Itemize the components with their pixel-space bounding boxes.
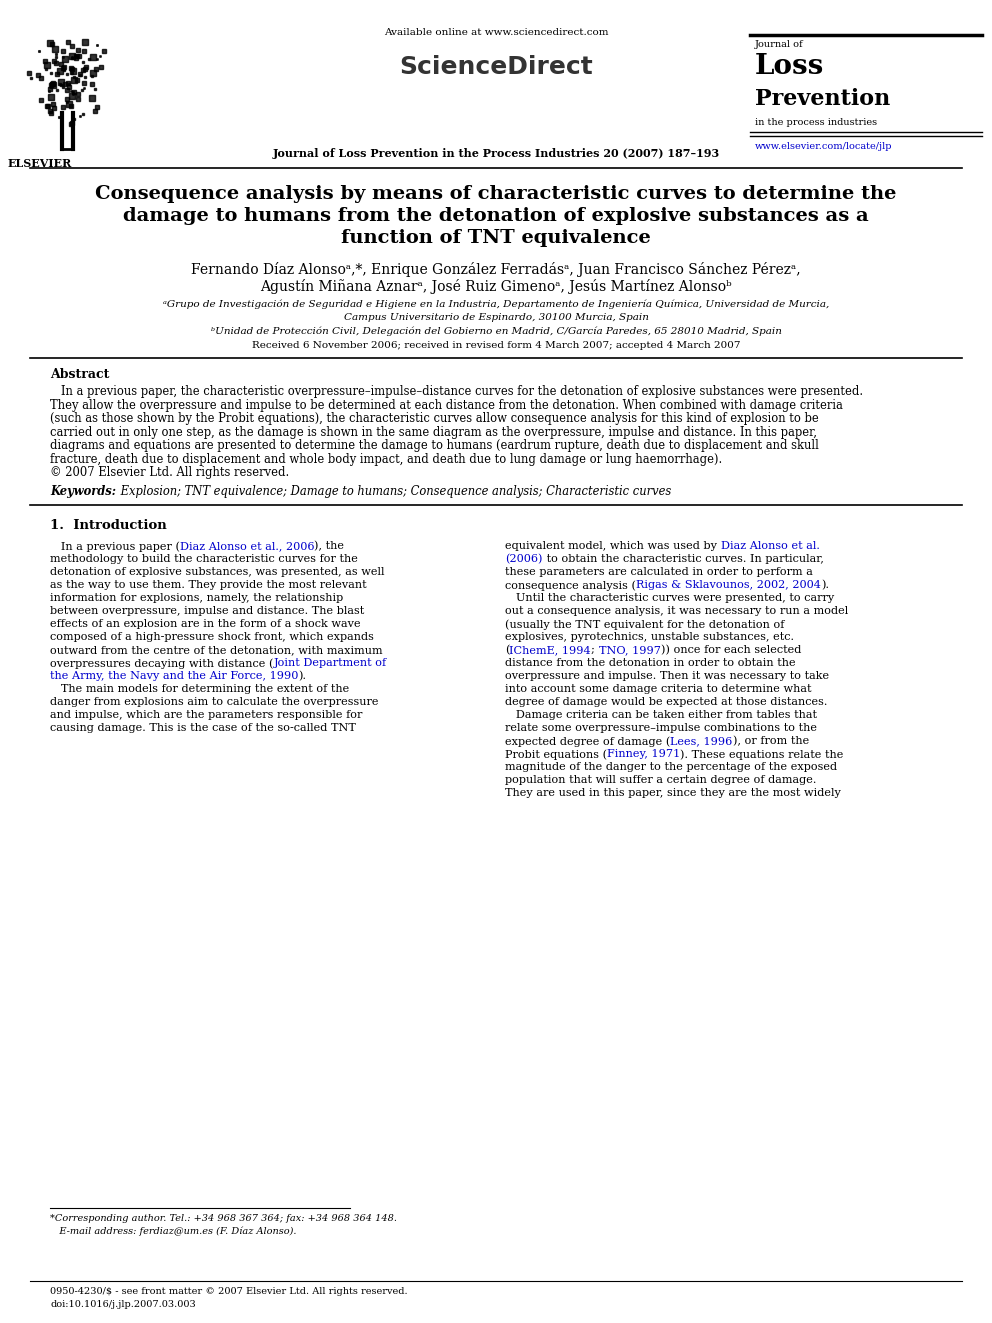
Text: IChemE, 1994: IChemE, 1994 [510, 646, 591, 655]
Text: (such as those shown by the Probit equations), the characteristic curves allow c: (such as those shown by the Probit equat… [50, 411, 818, 425]
Text: ), the: ), the [314, 541, 344, 552]
Text: Diaz Alonso et al.: Diaz Alonso et al. [720, 541, 819, 552]
Text: Damage criteria can be taken either from tables that: Damage criteria can be taken either from… [505, 710, 817, 720]
Text: In a previous paper (: In a previous paper ( [50, 541, 180, 552]
Text: as the way to use them. They provide the most relevant: as the way to use them. They provide the… [50, 581, 367, 590]
Text: (: ( [505, 646, 510, 655]
Text: E-mail address: ferdiaz@um.es (F. Díaz Alonso).: E-mail address: ferdiaz@um.es (F. Díaz A… [50, 1226, 297, 1236]
Text: overpressures decaying with distance (: overpressures decaying with distance ( [50, 658, 274, 668]
Text: damage to humans from the detonation of explosive substances as a: damage to humans from the detonation of … [123, 206, 869, 225]
Text: They allow the overpressure and impulse to be determined at each distance from t: They allow the overpressure and impulse … [50, 398, 843, 411]
Text: these parameters are calculated in order to perform a: these parameters are calculated in order… [505, 568, 812, 577]
Text: ᵃGrupo de Investigación de Seguridad e Higiene en la Industria, Departamento de : ᵃGrupo de Investigación de Seguridad e H… [163, 300, 829, 310]
Text: Fernando Díaz Alonsoᵃ,*, Enrique González Ferradásᵃ, Juan Francisco Sánchez Pére: Fernando Díaz Alonsoᵃ,*, Enrique Gonzále… [191, 262, 801, 277]
Text: explosives, pyrotechnics, unstable substances, etc.: explosives, pyrotechnics, unstable subst… [505, 632, 794, 642]
Text: out a consequence analysis, it was necessary to run a model: out a consequence analysis, it was neces… [505, 606, 848, 617]
Text: composed of a high-pressure shock front, which expands: composed of a high-pressure shock front,… [50, 632, 374, 642]
Text: 1.  Introduction: 1. Introduction [50, 519, 167, 532]
Text: effects of an explosion are in the form of a shock wave: effects of an explosion are in the form … [50, 619, 361, 630]
Text: ;: ; [591, 646, 598, 655]
Text: information for explosions, namely, the relationship: information for explosions, namely, the … [50, 593, 343, 603]
Text: TNO, 1997: TNO, 1997 [598, 646, 661, 655]
Text: They are used in this paper, since they are the most widely: They are used in this paper, since they … [505, 789, 841, 798]
Text: the Army, the Navy and the Air Force, 1990: the Army, the Navy and the Air Force, 19… [50, 671, 299, 681]
Text: Explosion; TNT equivalence; Damage to humans; Consequence analysis; Characterist: Explosion; TNT equivalence; Damage to hu… [117, 486, 672, 497]
Text: Loss: Loss [755, 53, 824, 79]
Text: Consequence analysis by means of characteristic curves to determine the: Consequence analysis by means of charact… [95, 185, 897, 202]
Text: Keywords:: Keywords: [50, 486, 116, 497]
Text: © 2007 Elsevier Ltd. All rights reserved.: © 2007 Elsevier Ltd. All rights reserved… [50, 466, 290, 479]
Text: (usually the TNT equivalent for the detonation of: (usually the TNT equivalent for the deto… [505, 619, 785, 630]
Text: ᵇUnidad de Protección Civil, Delegación del Gobierno en Madrid, C/García Paredes: ᵇUnidad de Protección Civil, Delegación … [210, 325, 782, 336]
Text: ), or from the: ), or from the [733, 736, 808, 746]
Text: fracture, death due to displacement and whole body impact, and death due to lung: fracture, death due to displacement and … [50, 452, 722, 466]
Text: Finney, 1971: Finney, 1971 [607, 749, 681, 759]
Text: distance from the detonation in order to obtain the: distance from the detonation in order to… [505, 658, 796, 668]
Text: detonation of explosive substances, was presented, as well: detonation of explosive substances, was … [50, 568, 385, 577]
Text: Available online at www.sciencedirect.com: Available online at www.sciencedirect.co… [384, 28, 608, 37]
Text: ELSEVIER: ELSEVIER [8, 157, 72, 169]
Text: In a previous paper, the characteristic overpressure–impulse–distance curves for: In a previous paper, the characteristic … [50, 385, 863, 398]
Text: Lees, 1996: Lees, 1996 [671, 736, 733, 746]
Text: relate some overpressure–impulse combinations to the: relate some overpressure–impulse combina… [505, 724, 817, 733]
Text: Agustín Miñana Aznarᵃ, José Ruiz Gimenoᵃ, Jesús Martínez Alonsoᵇ: Agustín Miñana Aznarᵃ, José Ruiz Gimenoᵃ… [260, 279, 732, 294]
Text: Joint Department of: Joint Department of [274, 658, 387, 668]
Text: Journal of: Journal of [755, 40, 804, 49]
Text: magnitude of the danger to the percentage of the exposed: magnitude of the danger to the percentag… [505, 762, 837, 773]
Text: (2006): (2006) [505, 554, 543, 565]
Text: ). These equations relate the: ). These equations relate the [681, 749, 844, 759]
Text: ).: ). [299, 671, 307, 681]
Text: Rigas & Sklavounos, 2002, 2004: Rigas & Sklavounos, 2002, 2004 [636, 581, 820, 590]
Text: 0950-4230/$ - see front matter © 2007 Elsevier Ltd. All rights reserved.: 0950-4230/$ - see front matter © 2007 El… [50, 1287, 408, 1297]
Text: Prevention: Prevention [755, 89, 890, 110]
Text: Diaz Alonso et al., 2006: Diaz Alonso et al., 2006 [180, 541, 314, 552]
Text: degree of damage would be expected at those distances.: degree of damage would be expected at th… [505, 697, 827, 708]
Text: Until the characteristic curves were presented, to carry: Until the characteristic curves were pre… [505, 593, 834, 603]
Text: *Corresponding author. Tel.: +34 968 367 364; fax: +34 968 364 148.: *Corresponding author. Tel.: +34 968 367… [50, 1215, 397, 1222]
Text: causing damage. This is the case of the so-called TNT: causing damage. This is the case of the … [50, 724, 356, 733]
Text: expected degree of damage (: expected degree of damage ( [505, 736, 671, 746]
Text: between overpressure, impulse and distance. The blast: between overpressure, impulse and distan… [50, 606, 364, 617]
Text: ScienceDirect: ScienceDirect [399, 56, 593, 79]
Text: equivalent model, which was used by: equivalent model, which was used by [505, 541, 720, 552]
Text: ).: ). [820, 581, 829, 590]
Text: Campus Universitario de Espinardo, 30100 Murcia, Spain: Campus Universitario de Espinardo, 30100… [343, 314, 649, 321]
Text: Probit equations (: Probit equations ( [505, 749, 607, 759]
Text: outward from the centre of the detonation, with maximum: outward from the centre of the detonatio… [50, 646, 383, 655]
Text: population that will suffer a certain degree of damage.: population that will suffer a certain de… [505, 775, 816, 785]
Text: The main models for determining the extent of the: The main models for determining the exte… [50, 684, 349, 695]
Text: )) once for each selected: )) once for each selected [661, 646, 801, 655]
Text: danger from explosions aim to calculate the overpressure: danger from explosions aim to calculate … [50, 697, 379, 708]
Text: Received 6 November 2006; received in revised form 4 March 2007; accepted 4 Marc: Received 6 November 2006; received in re… [252, 341, 740, 351]
Text: into account some damage criteria to determine what: into account some damage criteria to det… [505, 684, 811, 695]
Text: to obtain the characteristic curves. In particular,: to obtain the characteristic curves. In … [543, 554, 823, 564]
Text: diagrams and equations are presented to determine the damage to humans (eardrum : diagrams and equations are presented to … [50, 439, 818, 452]
Text: in the process industries: in the process industries [755, 118, 877, 127]
Text: carried out in only one step, as the damage is shown in the same diagram as the : carried out in only one step, as the dam… [50, 426, 817, 438]
Text: Abstract: Abstract [50, 368, 109, 381]
Text: and impulse, which are the parameters responsible for: and impulse, which are the parameters re… [50, 710, 362, 720]
Text: Journal of Loss Prevention in the Process Industries 20 (2007) 187–193: Journal of Loss Prevention in the Proces… [273, 148, 719, 159]
Text: www.elsevier.com/locate/jlp: www.elsevier.com/locate/jlp [755, 142, 893, 151]
Text: doi:10.1016/j.jlp.2007.03.003: doi:10.1016/j.jlp.2007.03.003 [50, 1301, 195, 1308]
Text: methodology to build the characteristic curves for the: methodology to build the characteristic … [50, 554, 358, 564]
Text: function of TNT equivalence: function of TNT equivalence [341, 229, 651, 247]
Text: consequence analysis (: consequence analysis ( [505, 581, 636, 590]
Text: overpressure and impulse. Then it was necessary to take: overpressure and impulse. Then it was ne… [505, 671, 829, 681]
